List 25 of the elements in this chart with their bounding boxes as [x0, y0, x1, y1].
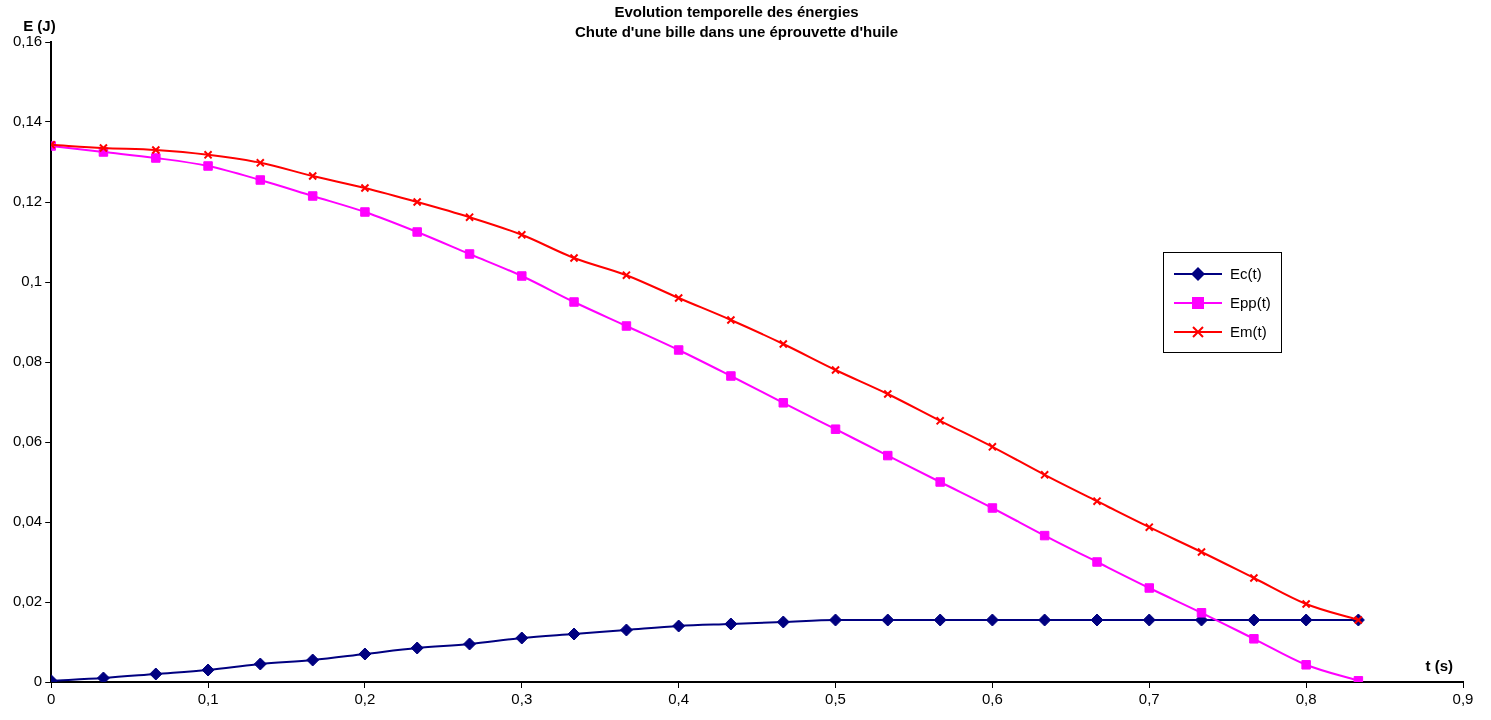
x-tick-label: 0,7: [1138, 690, 1160, 708]
y-tick-label: 0,12: [12, 192, 43, 210]
x-tick-label: 0: [47, 690, 56, 708]
x-tick-label: 0,3: [511, 690, 533, 708]
x-tick-label: 0,4: [668, 690, 690, 708]
y-axis-title: E (J): [23, 16, 56, 34]
x-tick-label: 0,2: [354, 690, 376, 708]
x-tick-label: 0,6: [981, 690, 1003, 708]
y-tick-label: 0,06: [12, 432, 43, 450]
x-axis-title: t (s): [1425, 656, 1453, 674]
legend-label: Epp(t): [1230, 294, 1271, 311]
y-tick-label: 0,14: [12, 112, 43, 130]
y-tick-label: 0: [33, 672, 43, 690]
y-tick-label: 0,1: [21, 272, 43, 290]
chart-subtitle: Chute d'une bille dans une éprouvette d'huile: [575, 23, 898, 41]
y-tick-label: 0,04: [12, 512, 43, 530]
legend-label: Ec(t): [1230, 265, 1262, 282]
y-tick-label: 0,02: [12, 592, 43, 610]
x-tick-label: 0,9: [1452, 690, 1474, 708]
chart-title: Evolution temporelle des énergies: [614, 3, 859, 21]
x-tick-label: 0,1: [197, 690, 219, 708]
x-tick-label: 0,8: [1295, 690, 1317, 708]
x-tick-label: 0,5: [825, 690, 846, 708]
y-tick-label: 0,08: [12, 352, 43, 370]
legend-label: Em(t): [1230, 323, 1267, 340]
